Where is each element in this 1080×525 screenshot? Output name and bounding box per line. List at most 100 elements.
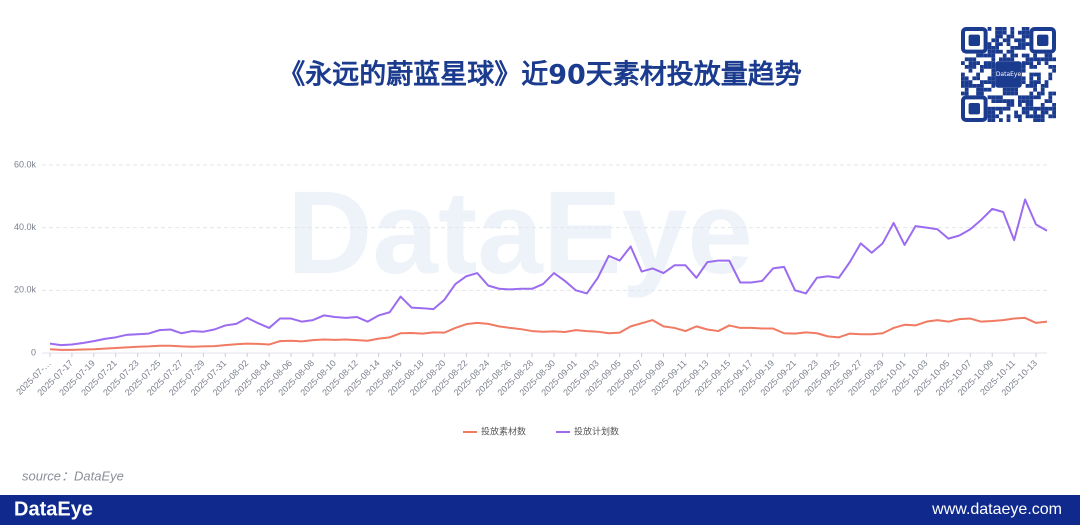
- qr-cell: [991, 38, 996, 43]
- qr-cell: [1021, 68, 1026, 73]
- qr-cell: [1037, 114, 1041, 119]
- qr-cell: [1029, 106, 1034, 111]
- qr-cell: [1010, 30, 1015, 35]
- qr-cell: [1025, 84, 1030, 88]
- qr-cell: [1002, 30, 1007, 35]
- qr-cell: [1010, 46, 1015, 50]
- qr-cell: [987, 80, 992, 84]
- qr-cell: [983, 87, 988, 92]
- qr-cell: [995, 27, 999, 31]
- qr-cell: [961, 91, 965, 96]
- qr-cell: [1033, 72, 1037, 77]
- qr-cell: [1033, 106, 1037, 111]
- qr-cell: [1048, 99, 1053, 103]
- qr-cell: [1021, 34, 1026, 39]
- qr-cell: [991, 57, 996, 62]
- qr-cell: [987, 61, 992, 65]
- qr-cell: [1002, 106, 1007, 111]
- qr-cell: [1006, 38, 1011, 43]
- qr-cell: [991, 49, 996, 54]
- qr-cell: [1029, 65, 1034, 69]
- qr-cell: [1014, 46, 1018, 50]
- qr-finder: [1037, 34, 1049, 46]
- qr-cell: [1025, 57, 1030, 62]
- qr-cell: [1018, 46, 1022, 50]
- qr-cell: [1052, 114, 1056, 119]
- qr-cell: [1021, 46, 1026, 50]
- qr-cell: [999, 27, 1003, 31]
- qr-cell: [987, 106, 992, 111]
- qr-cell: [1025, 27, 1030, 31]
- qr-cell: [991, 114, 996, 119]
- qr-cell: [1052, 91, 1056, 96]
- qr-cell: [1002, 53, 1007, 58]
- qr-cell: [976, 53, 980, 58]
- qr-cell: [995, 38, 999, 43]
- qr-cell: [987, 114, 992, 119]
- qr-cell: [1018, 42, 1022, 46]
- qr-cell: [972, 76, 977, 81]
- qr-cell: [987, 42, 992, 46]
- qr-cell: [1033, 53, 1037, 58]
- qr-cell: [1010, 91, 1015, 96]
- qr-logo: [995, 61, 1022, 88]
- qr-cell: [1052, 68, 1056, 73]
- qr-cell: [1044, 99, 1049, 103]
- qr-cell: [1025, 114, 1030, 119]
- qr-cell: [1029, 99, 1034, 103]
- qr-cell: [1040, 118, 1045, 122]
- qr-cell: [1048, 91, 1053, 96]
- qr-cell: [983, 65, 988, 69]
- qr-cell: [1044, 61, 1049, 65]
- qr-cell: [1048, 114, 1053, 119]
- qr-cell: [980, 53, 984, 58]
- qr-cell: [1025, 106, 1030, 111]
- qr-cell: [1052, 103, 1056, 107]
- qr-cell: [1021, 27, 1026, 31]
- qr-cell: [991, 106, 996, 111]
- qr-cell: [968, 68, 973, 73]
- qr-cell: [1037, 118, 1041, 122]
- qr-cell: [1025, 42, 1030, 46]
- qr-cell: [1010, 34, 1015, 39]
- qr-cell: [1029, 57, 1034, 62]
- qr-cell: [1033, 87, 1037, 92]
- qr-cell: [1037, 91, 1041, 96]
- qr-label: DataEye: [996, 71, 1022, 78]
- qr-cell: [991, 99, 996, 103]
- qr-cell: [1006, 106, 1011, 111]
- qr-cell: [1029, 91, 1034, 96]
- qr-cell: [964, 84, 969, 88]
- qr-cell: [1021, 80, 1026, 84]
- qr-cell: [999, 57, 1003, 62]
- qr-finder: [968, 34, 980, 46]
- y-tick-label: 0: [31, 347, 36, 357]
- qr-cell: [1018, 30, 1022, 35]
- qr-cell: [1002, 27, 1007, 31]
- qr-cell: [1033, 57, 1037, 62]
- y-tick-label: 20.0k: [14, 285, 37, 295]
- qr-cell: [1006, 118, 1011, 122]
- qr-cell: [980, 91, 984, 96]
- qr-cell: [1048, 65, 1053, 69]
- qr-cell: [1010, 103, 1015, 107]
- qr-cell: [1021, 53, 1026, 58]
- qr-cell: [999, 34, 1003, 39]
- qr-cell: [961, 84, 965, 88]
- qr-cell: [1002, 57, 1007, 62]
- qr-cell: [987, 95, 992, 100]
- qr-cell: [1006, 42, 1011, 46]
- qr-cell: [999, 42, 1003, 46]
- qr-cell: [1002, 38, 1007, 43]
- qr-cell: [991, 80, 996, 84]
- data-line: [49, 198, 1048, 347]
- qr-cell: [1029, 61, 1034, 65]
- qr-cell: [1044, 57, 1049, 62]
- qr-cell: [1025, 103, 1030, 107]
- qr-cell: [1033, 118, 1037, 122]
- qr-cell: [968, 65, 973, 69]
- qr-cell: [1033, 65, 1037, 69]
- legend-label: 投放素材数: [481, 426, 526, 438]
